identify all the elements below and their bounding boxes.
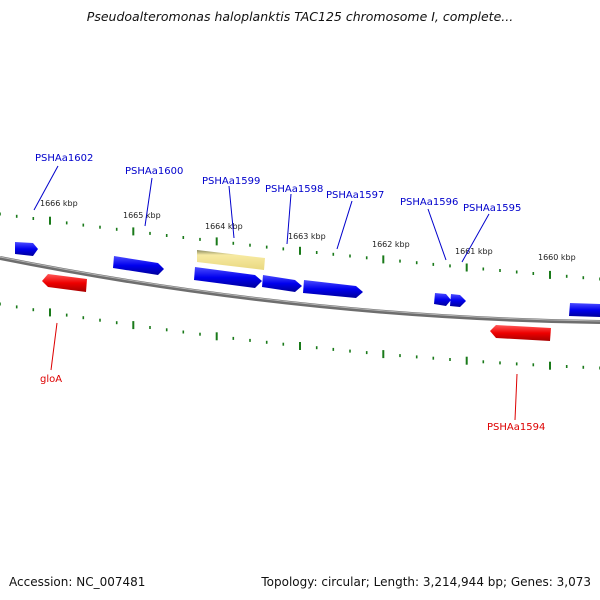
- gene-arrow-PSHAa1600[interactable]: [113, 256, 164, 275]
- gene-arrow-gloA[interactable]: [42, 274, 87, 292]
- gene-label-PSHAa1595[interactable]: PSHAa1595: [463, 203, 521, 214]
- leader-line-PSHAa1598: [286, 193, 292, 245]
- leader-line-PSHAa1602: [33, 165, 59, 211]
- gene-arrow-PSHAa1598[interactable]: [194, 267, 262, 288]
- scale-label-1666: 1666 kbp: [40, 199, 78, 208]
- gene-label-PSHAa1599[interactable]: PSHAa1599: [202, 176, 260, 187]
- scale-label-1665: 1665 kbp: [123, 211, 161, 220]
- gene-arrow-PSHAa1596[interactable]: [434, 293, 451, 306]
- topology-summary-text: Topology: circular; Length: 3,214,944 bp…: [261, 575, 591, 589]
- gene-arrow-PSHAa1596-a[interactable]: [303, 280, 363, 298]
- upper-scale-ticks: [0, 212, 600, 281]
- leader-line-PSHAa1599: [228, 185, 235, 239]
- gene-arrow-PSHAa1602[interactable]: [15, 242, 38, 256]
- gene-label-PSHAa1600[interactable]: PSHAa1600: [125, 166, 183, 177]
- scale-label-1663: 1663 kbp: [288, 232, 326, 241]
- map-title: Pseudoalteromonas haloplanktis TAC125 ch…: [86, 9, 514, 24]
- gene-label-PSHAa1598[interactable]: PSHAa1598: [265, 184, 323, 195]
- gene-label-gloA[interactable]: gloA: [40, 374, 62, 385]
- chromosome-backbone: [0, 256, 600, 324]
- gene-label-PSHAa1594[interactable]: PSHAa1594: [487, 422, 545, 433]
- gene-arrow-PSHAa1597[interactable]: [262, 275, 302, 292]
- leader-line-PSHAa1600: [144, 177, 153, 227]
- lower-scale-ticks: [0, 302, 600, 370]
- leader-line-PSHAa1597: [336, 200, 353, 250]
- gene-arrow-PSHAa1595[interactable]: [450, 294, 466, 307]
- gene-arrow-next-plus[interactable]: [569, 303, 600, 317]
- gene-arrow-PSHAa1599[interactable]: [197, 250, 265, 270]
- scale-label-1664: 1664 kbp: [205, 222, 243, 231]
- scale-label-1660: 1660 kbp: [538, 253, 576, 262]
- leader-line-PSHAa1596: [427, 208, 447, 261]
- leader-line-PSHAa1594: [514, 373, 518, 421]
- gene-label-PSHAa1596[interactable]: PSHAa1596: [400, 197, 458, 208]
- accession-text: Accession: NC_007481: [9, 575, 146, 589]
- scale-label-1661: 1661 kbp: [455, 247, 493, 256]
- scale-label-1662: 1662 kbp: [372, 240, 410, 249]
- leader-line-gloA: [50, 322, 58, 371]
- leader-line-PSHAa1595: [461, 213, 490, 263]
- gene-arrow-PSHAa1594[interactable]: [490, 325, 551, 341]
- gene-label-PSHAa1597[interactable]: PSHAa1597: [326, 190, 384, 201]
- gene-label-PSHAa1602[interactable]: PSHAa1602: [35, 153, 93, 164]
